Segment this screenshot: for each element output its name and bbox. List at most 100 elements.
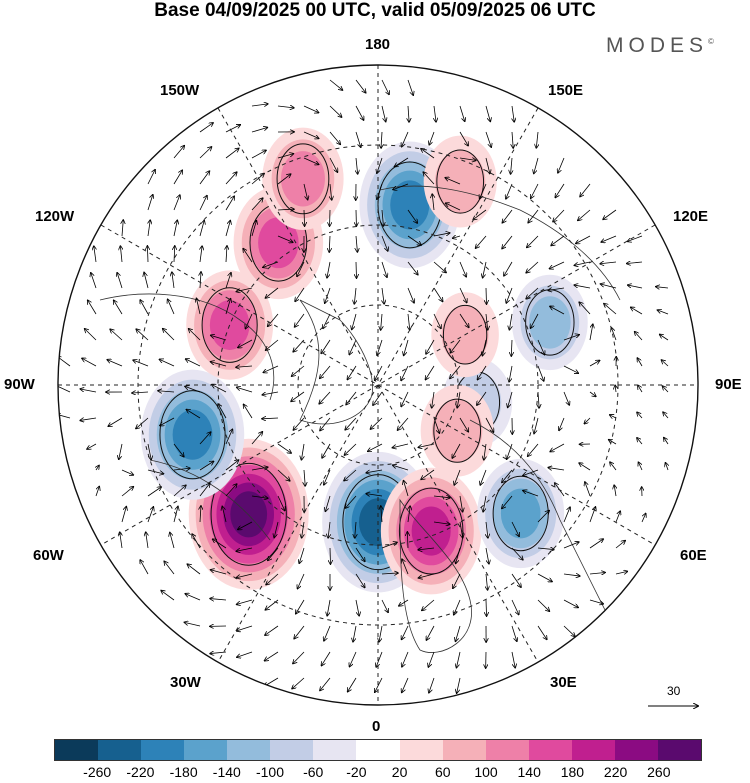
wind-arrow (212, 385, 227, 393)
wind-arrow (392, 443, 409, 448)
label-30e: 30E (550, 674, 577, 691)
anomaly-contour (411, 506, 451, 556)
wind-arrow (292, 365, 305, 376)
wind-arrow (526, 261, 539, 273)
wind-arrow (402, 677, 409, 692)
wind-arrow (504, 261, 513, 276)
wind-arrow (251, 127, 267, 133)
wind-arrow (266, 573, 279, 585)
wind-arrow (355, 547, 365, 561)
wind-arrow (353, 625, 357, 642)
anomaly-contour (435, 149, 486, 214)
wind-arrow (502, 209, 513, 223)
anomaly-center (511, 274, 588, 371)
wind-arrow (641, 514, 646, 523)
wind-arrow (225, 299, 231, 315)
wind-arrow (140, 300, 149, 315)
wind-arrow (421, 149, 435, 159)
wind-arrow (173, 195, 180, 211)
wind-arrow (320, 417, 331, 430)
wind-arrow (425, 365, 435, 380)
wind-arrow (511, 157, 512, 174)
wind-arrow (433, 496, 450, 498)
wind-arrow (537, 511, 549, 523)
wind-arrow (381, 235, 388, 251)
wind-arrow (347, 365, 357, 380)
colorbar-bin-1 (98, 740, 142, 760)
anomaly-center (380, 467, 482, 595)
wind-arrow (251, 432, 262, 445)
wind-arrow (147, 246, 148, 263)
wind-arrow (85, 329, 97, 341)
wind-arrow (574, 285, 591, 289)
wind-arrow (578, 209, 591, 220)
wind-arrow (356, 261, 357, 278)
wind-arrow (511, 573, 521, 587)
streamline-loop (276, 143, 330, 215)
wind-arrow (628, 285, 643, 289)
wind-arrow (211, 362, 227, 367)
streamline-loop (433, 398, 482, 463)
colorbar-tick-label: 260 (647, 764, 671, 780)
wind-arrow (382, 209, 383, 226)
wind-arrow (402, 559, 409, 575)
wind-arrow (426, 625, 435, 640)
wind-arrow (291, 391, 305, 401)
wind-arrow (589, 324, 593, 341)
wind-arrow (549, 261, 565, 269)
wind-arrow (330, 183, 332, 200)
wind-arrow (168, 299, 175, 315)
wind-arrow (277, 235, 293, 242)
wind-arrow (268, 313, 279, 326)
wind-arrow (251, 150, 266, 159)
wind-arrow (459, 313, 469, 327)
wind-arrow (140, 560, 149, 575)
wind-arrow (80, 389, 97, 393)
wind-arrow (381, 79, 389, 94)
wind-arrow (419, 573, 435, 578)
wind-arrow (483, 261, 487, 278)
wind-arrow (638, 462, 643, 471)
wind-arrow (523, 491, 539, 497)
wind-arrow (237, 651, 253, 657)
anomaly-contour (280, 151, 325, 207)
map-title: Base 04/09/2025 00 UTC, valid 05/09/2025… (154, 0, 596, 21)
wind-arrow (395, 157, 409, 167)
wind-arrow (173, 170, 182, 185)
wind-arrow (407, 209, 417, 223)
wind-arrow (80, 418, 97, 420)
label-0: 0 (372, 718, 381, 735)
wind-arrow (199, 147, 212, 159)
wind-arrow (329, 235, 330, 252)
anomaly-center (262, 127, 344, 230)
wind-arrow (173, 443, 184, 457)
wind-arrow (225, 172, 237, 185)
colorbar-bin-0 (55, 740, 99, 760)
wind-arrow (459, 158, 476, 160)
wind-arrow (262, 391, 279, 395)
wind-arrow (381, 131, 382, 148)
wind-arrow (527, 235, 539, 247)
wind-arrow (433, 417, 439, 433)
wind-arrow (429, 677, 435, 693)
wind-arrow (509, 365, 513, 382)
wind-arrow (476, 235, 487, 248)
wind-arrow (452, 443, 461, 458)
wind-arrow (263, 261, 279, 267)
wind-arrow (355, 105, 364, 120)
wind-arrow (432, 194, 434, 211)
wind-arrow (506, 287, 513, 303)
wind-arrow (295, 287, 305, 301)
wind-arrow (213, 539, 227, 549)
wind-arrow (132, 392, 149, 393)
wind-arrow (615, 385, 616, 393)
wind-arrow (136, 329, 149, 341)
wind-arrow (236, 366, 253, 367)
wind-arrow (453, 236, 461, 238)
wind-arrow (600, 262, 617, 264)
colorbar-ticks: -260 -220 -180 -140 -100 -60 -20 20 60 100 140 180 2… (0, 764, 750, 782)
wind-arrow (251, 221, 256, 237)
wind-arrow (159, 359, 175, 367)
wind-arrow (563, 507, 570, 523)
wind-arrow (238, 521, 253, 529)
